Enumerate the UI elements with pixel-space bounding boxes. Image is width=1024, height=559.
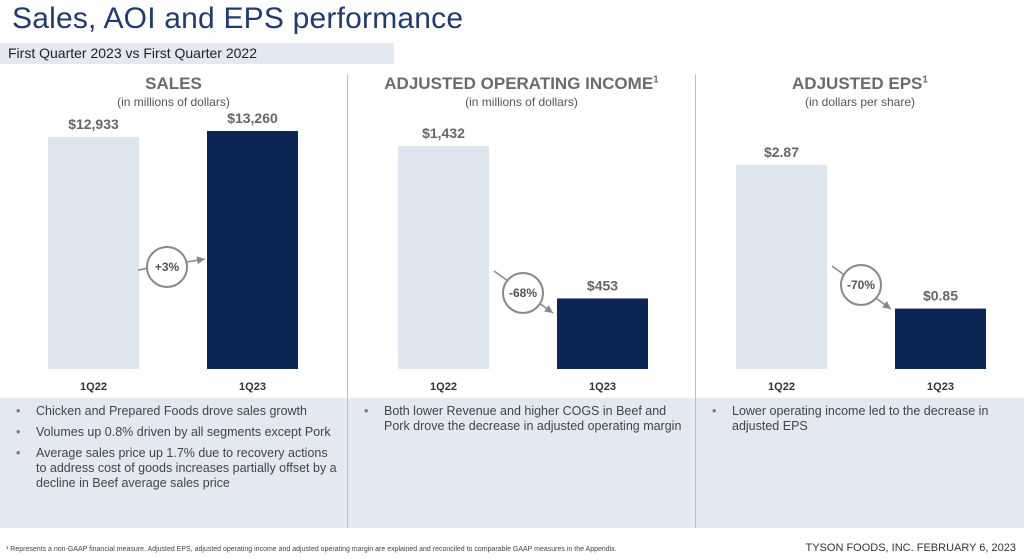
footnote: ¹ Represents a non-GAAP financial measur… — [6, 546, 617, 553]
eps-change-badge — [840, 264, 882, 306]
eps-bar-1q22 — [736, 165, 827, 369]
divider-2 — [695, 74, 696, 528]
sales-note-1: Chicken and Prepared Foods drove sales g… — [16, 404, 337, 419]
sales-panel-unit: (in millions of dollars) — [117, 95, 230, 109]
eps-category-label-1q22: 1Q22 — [768, 381, 795, 393]
eps-value-label-1q23: $0.85 — [923, 288, 958, 304]
eps-note-1: Lower operating income led to the decrea… — [712, 404, 1014, 434]
eps-panel-title: ADJUSTED EPS1 — [792, 74, 928, 93]
aoi-category-label-1q22: 1Q22 — [430, 381, 457, 393]
aoi-notes: Both lower Revenue and higher COGS in Be… — [348, 398, 695, 528]
eps-value-label-1q22: $2.87 — [764, 144, 799, 160]
sales-change-badge — [146, 246, 188, 288]
eps-chart: $2.87 1Q22 $0.85 1Q23 -70% — [736, 144, 986, 393]
sales-note-2: Volumes up 0.8% driven by all segments e… — [16, 425, 337, 440]
aoi-bar-1q22 — [398, 146, 489, 369]
sales-change-label: +3% — [155, 260, 180, 274]
eps-bar-1q23 — [895, 308, 986, 369]
eps-category-label-1q23: 1Q23 — [927, 381, 954, 393]
sales-bar-1q23 — [207, 131, 298, 369]
sales-category-label-1q22: 1Q22 — [80, 381, 107, 393]
sales-panel-header: SALES (in millions of dollars) — [0, 74, 347, 109]
aoi-panel-unit: (in millions of dollars) — [465, 95, 578, 109]
page-title: Sales, AOI and EPS performance — [12, 2, 464, 35]
aoi-panel: ADJUSTED OPERATING INCOME1 (in millions … — [348, 72, 695, 530]
aoi-change-arrow-head — [544, 305, 553, 313]
divider-1 — [347, 74, 348, 528]
sales-panel-title: SALES — [145, 74, 202, 93]
sales-value-label-1q22: $12,933 — [68, 116, 119, 132]
aoi-panel-title: ADJUSTED OPERATING INCOME1 — [384, 74, 659, 93]
eps-notes: Lower operating income led to the decrea… — [696, 398, 1024, 528]
eps-panel-unit: (in dollars per share) — [804, 95, 916, 109]
eps-panel-header: ADJUSTED EPS1 (in dollars per share) — [696, 74, 1024, 109]
page-subtitle: First Quarter 2023 vs First Quarter 2022 — [8, 45, 257, 61]
company-date: TYSON FOODS, INC. FEBRUARY 6, 2023 — [805, 542, 1017, 554]
aoi-change-label: -68% — [509, 286, 537, 300]
aoi-category-label-1q23: 1Q23 — [589, 381, 616, 393]
aoi-chart: $1,432 1Q22 $453 1Q23 -68% — [398, 125, 648, 393]
sales-category-label-1q23: 1Q23 — [239, 381, 266, 393]
eps-change-arrow-head — [882, 301, 891, 309]
sales-notes: Chicken and Prepared Foods drove sales g… — [0, 398, 347, 528]
aoi-value-label-1q22: $1,432 — [422, 125, 465, 141]
sales-value-label-1q23: $13,260 — [227, 110, 278, 126]
sales-chart: $12,933 1Q22 $13,260 1Q23 +3% — [48, 110, 298, 393]
subtitle-bar: First Quarter 2023 vs First Quarter 2022 — [0, 43, 394, 64]
sales-change-arrow-head — [196, 256, 205, 265]
eps-panel: ADJUSTED EPS1 (in dollars per share) $2.… — [696, 72, 1024, 530]
eps-change-label: -70% — [847, 278, 875, 292]
aoi-panel-header: ADJUSTED OPERATING INCOME1 (in millions … — [348, 74, 695, 109]
aoi-change-badge — [502, 272, 544, 314]
sales-panel: SALES (in millions of dollars) $12,933 1Q… — [0, 72, 347, 530]
sales-note-3: Average sales price up 1.7% due to recov… — [16, 446, 337, 491]
aoi-bar-1q23 — [557, 298, 648, 369]
aoi-value-label-1q23: $453 — [587, 277, 618, 293]
aoi-note-1: Both lower Revenue and higher COGS in Be… — [364, 404, 685, 434]
sales-bar-1q22 — [48, 136, 139, 369]
